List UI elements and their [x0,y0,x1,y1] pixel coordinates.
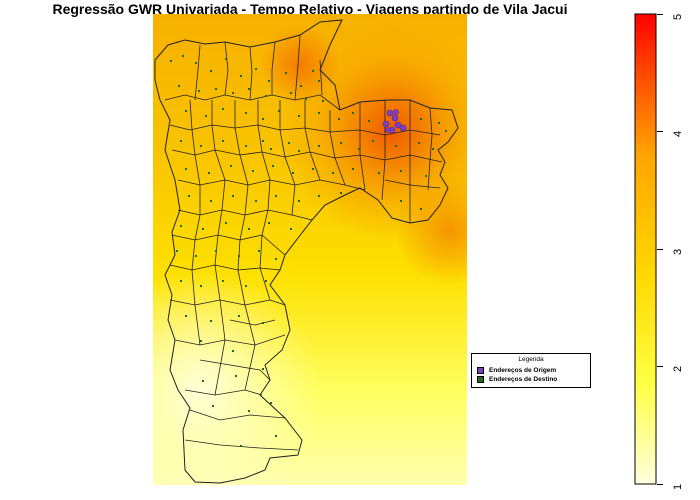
legend: Legenda Endereços de Origem Endereços de… [471,353,591,388]
colorbar-label-1: 1 [672,483,684,490]
legend-label-origin: Endereços de Origem [489,366,557,374]
legend-item-destination: Endereços de Destino [477,375,557,383]
colorbar-label-4: 4 [672,130,684,137]
legend-title: Legenda [518,356,544,363]
colorbar-tick-3 [657,249,663,250]
city-outline [154,19,459,484]
colorbar-tick-2 [657,366,663,367]
legend-swatch-origin [477,366,484,374]
legend-item-origin: Endereços de Origem [477,366,556,374]
district-boundaries [164,34,443,451]
origin-points [382,109,407,134]
colorbar-label-2: 2 [672,365,684,372]
legend-label-destination: Endereços de Destino [489,375,558,383]
colorbar-tick-1 [657,484,663,485]
page-title: Regressão GWR Univariada - Tempo Relativ… [52,1,568,17]
legend-swatch-destination [477,375,484,383]
colorbar [634,13,657,485]
colorbar-tick-5 [657,14,663,15]
colorbar-label-3: 3 [672,248,684,255]
destination-points [170,55,447,447]
colorbar-tick-4 [657,131,663,132]
colorbar-label-5: 5 [672,13,684,20]
